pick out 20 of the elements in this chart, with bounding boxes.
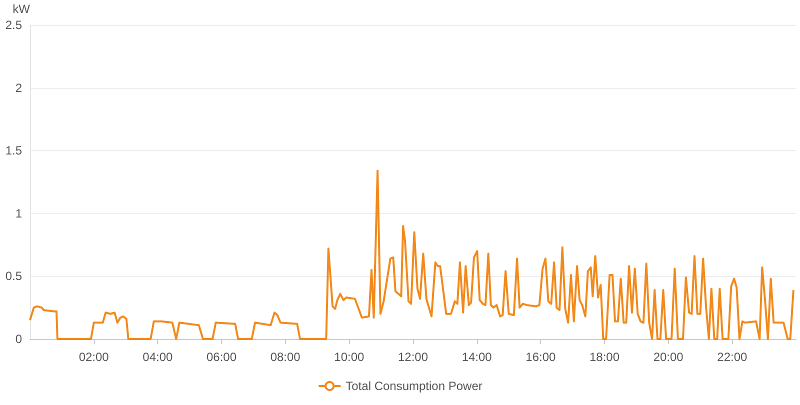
x-tick-label: 22:00: [717, 350, 748, 364]
line-series: [29, 170, 794, 340]
x-tick-label: 02:00: [78, 350, 110, 364]
y-tick-label: 1.5: [5, 144, 22, 158]
x-tick-label: 14:00: [462, 350, 492, 364]
x-tick-label: 20:00: [653, 350, 684, 364]
x-tick-label: 04:00: [142, 350, 174, 364]
x-tick-label: 16:00: [526, 350, 556, 364]
x-tick-label: 12:00: [398, 350, 428, 364]
x-tick-label: 06:00: [206, 350, 237, 364]
x-tick-label: 18:00: [589, 350, 620, 364]
y-axis-title: kW: [12, 2, 31, 16]
y-tick-label: 2.5: [5, 18, 22, 32]
y-tick-label: 0.5: [5, 269, 22, 284]
y-tick-label: 2: [15, 80, 22, 95]
y-tick-label: 0: [15, 332, 22, 346]
legend-label: Total Consumption Power: [346, 379, 482, 393]
x-tick-label: 10:00: [334, 350, 365, 364]
y-tick-label: 1: [15, 206, 22, 220]
x-tick-label: 08:00: [270, 350, 301, 364]
